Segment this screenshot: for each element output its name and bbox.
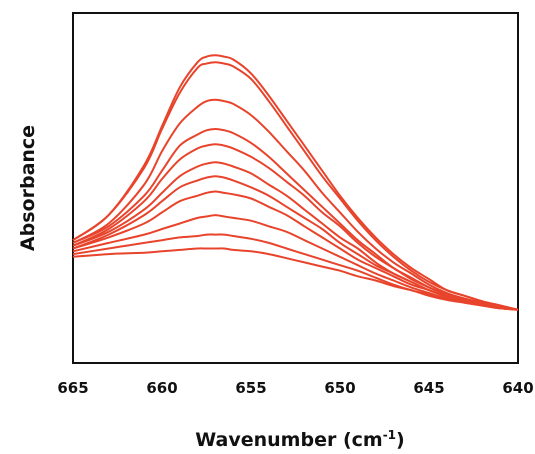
spectrum-line-3 [72, 98, 519, 311]
x-axis-label-close: ) [396, 429, 405, 451]
plot-frame [72, 12, 519, 364]
x-axis-label-main: Wavenumber (cm [195, 429, 382, 451]
x-axis-label-superscript: -1 [383, 428, 396, 442]
x-tick-label: 650 [324, 379, 355, 397]
spectrum-line-11 [72, 247, 519, 311]
x-tick-label: 655 [235, 379, 266, 397]
series-layer [72, 54, 519, 311]
spectrum-line-5 [72, 143, 519, 311]
spectrum-line-10 [72, 233, 519, 311]
x-tick-label: 660 [146, 379, 177, 397]
y-axis-label: Absorbance [17, 125, 39, 251]
spectrum-line-4 [72, 128, 519, 311]
x-axis-label: Wavenumber (cm-1) [195, 428, 404, 451]
x-tick-label: 665 [57, 379, 88, 397]
spectrum-line-2 [72, 61, 519, 311]
x-tick-label: 640 [502, 379, 533, 397]
x-tick-label: 645 [413, 379, 444, 397]
x-tick-layer: 665 660 655 650 645 640 [57, 379, 533, 397]
spectrum-line-8 [72, 190, 519, 311]
spectrum-line-7 [72, 175, 519, 311]
